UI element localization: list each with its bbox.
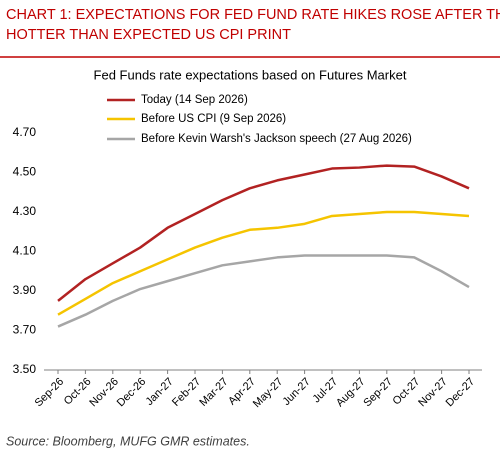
x-tick-label: Mar-27: [197, 376, 230, 409]
chart-header: CHART 1: EXPECTATIONS FOR FED FUND RATE …: [6, 7, 500, 43]
y-tick-label: 3.50: [13, 362, 37, 376]
y-tick-label: 3.70: [13, 323, 37, 337]
y-tick-label: 4.30: [13, 204, 37, 218]
y-tick-label: 4.10: [13, 244, 37, 258]
y-tick-label: 4.70: [13, 125, 37, 139]
legend-label: Before Kevin Warsh's Jackson speech (27 …: [141, 133, 412, 145]
legend-label: Today (14 Sep 2026): [141, 94, 248, 106]
x-tick-label: Sep-26: [33, 376, 67, 410]
legend-label: Before US CPI (9 Sep 2026): [141, 113, 286, 125]
series-line: [57, 210, 470, 316]
x-tick-label: Jan-27: [144, 376, 176, 408]
x-tick-label: Dec-27: [444, 376, 478, 410]
chart-title: Fed Funds rate expectations based on Fut…: [94, 67, 407, 82]
x-tick-label: Nov-27: [416, 376, 450, 410]
series-line: [57, 164, 470, 302]
y-tick-label: 3.90: [13, 283, 37, 297]
x-tick-label: Aug-27: [334, 376, 368, 410]
x-tick-label: May-27: [251, 376, 285, 410]
x-tick-label: Dec-26: [115, 376, 149, 410]
source: Source: Bloomberg, MUFG GMR estimates.: [6, 434, 250, 448]
x-tick-label: Nov-26: [87, 376, 121, 410]
x-tick-label: Sep-27: [361, 376, 395, 410]
y-tick-label: 4.50: [13, 165, 37, 179]
series-line: [57, 254, 470, 328]
x-tick-label: Jun-27: [281, 376, 313, 408]
x-tick-label: Feb-27: [170, 376, 203, 409]
